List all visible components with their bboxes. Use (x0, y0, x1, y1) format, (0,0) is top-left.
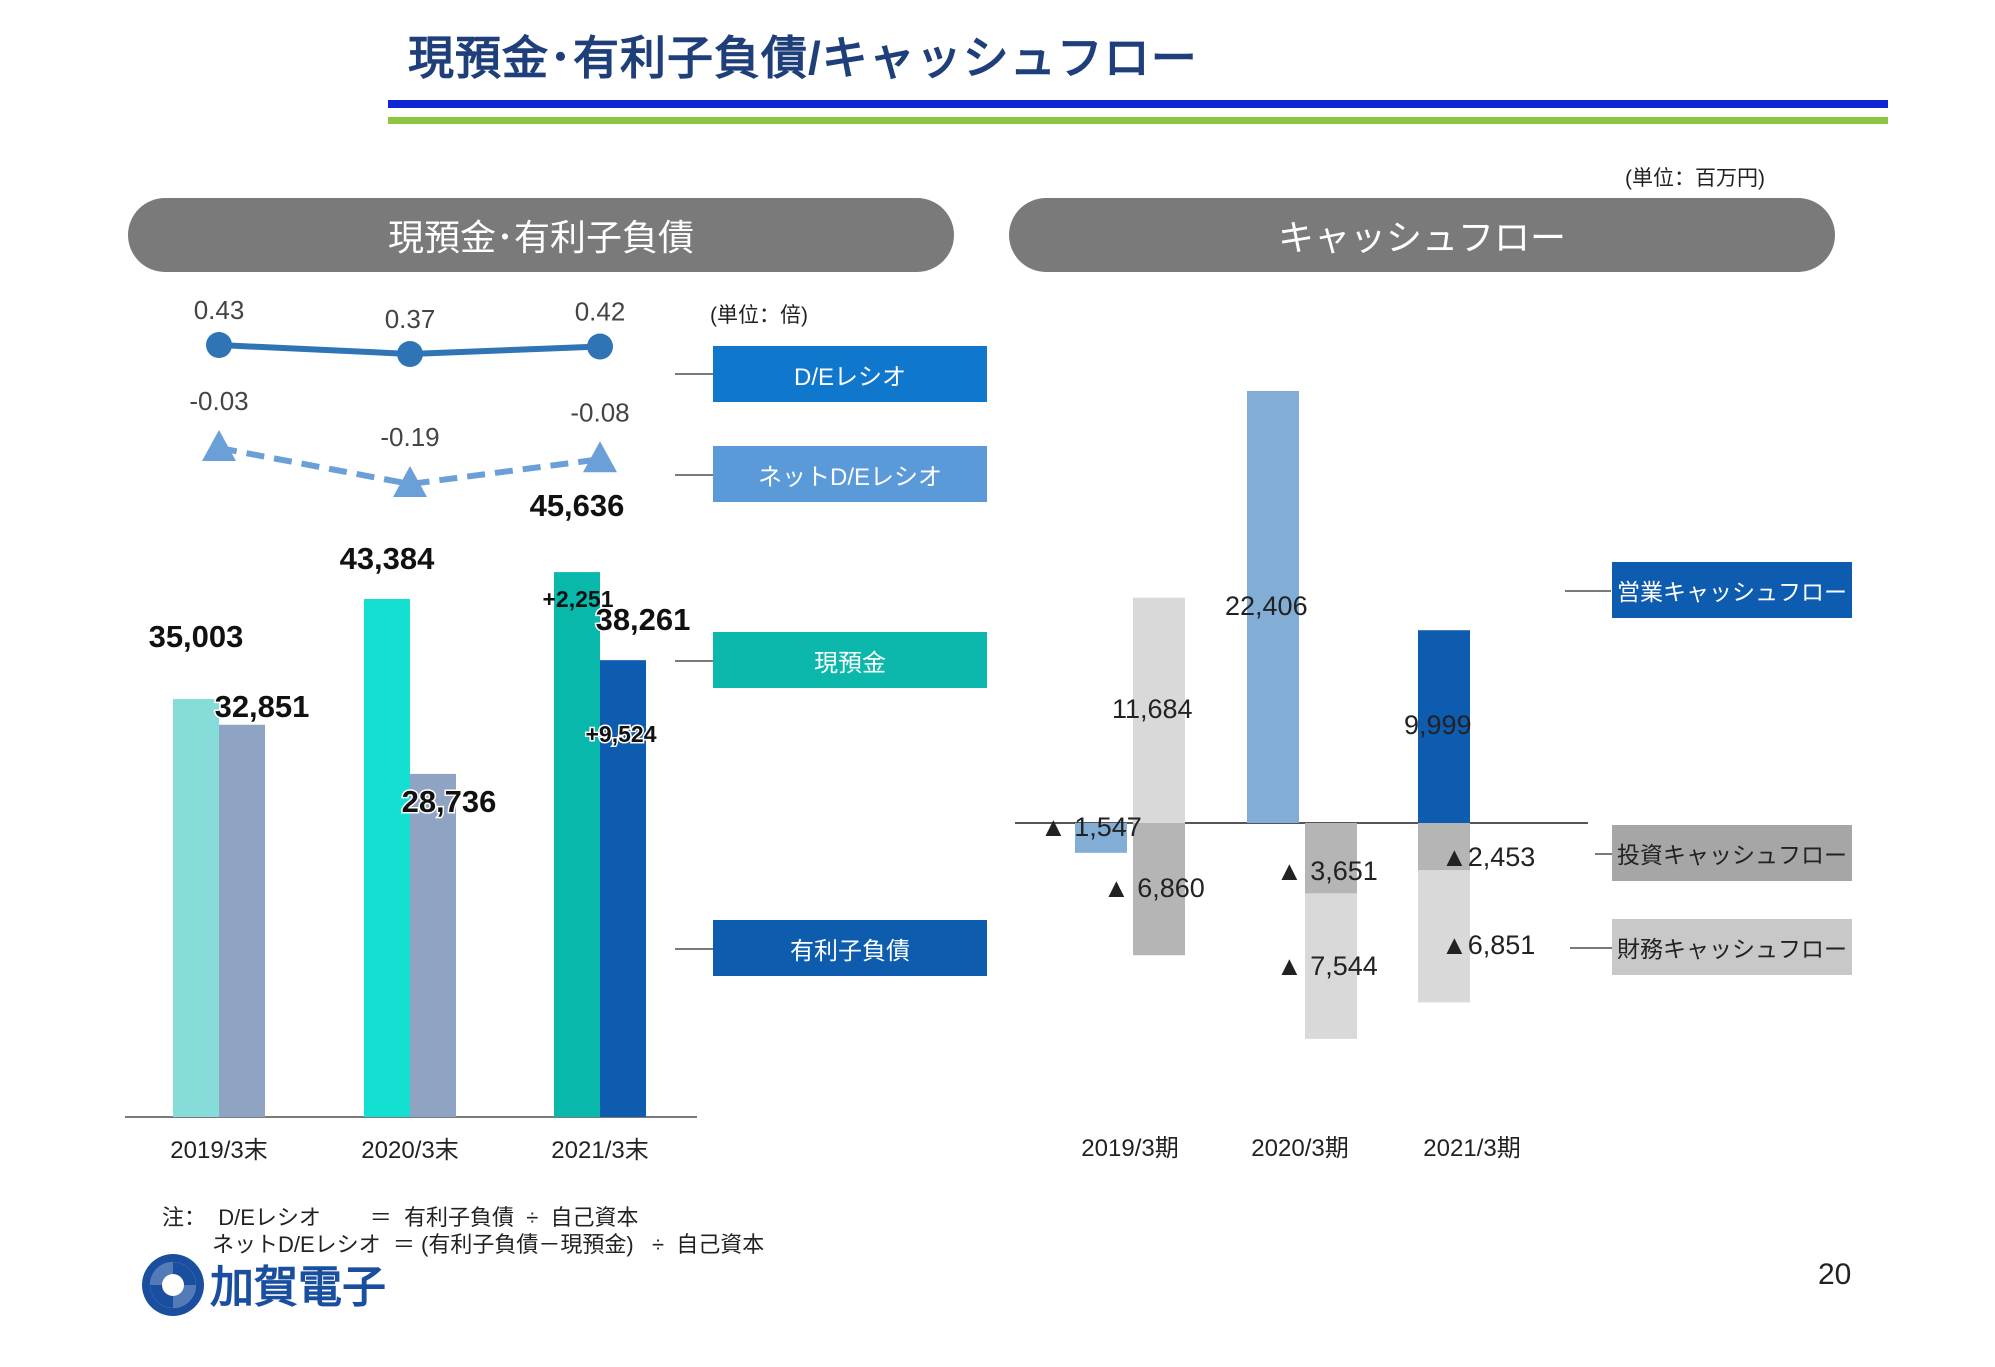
legend-financing-cf: 財務キャッシュフロー (1612, 919, 1852, 975)
net-de-ratio-point (583, 441, 617, 473)
note-line-1: 注： D/Eレシオ ＝ 有利子負債 ÷ 自己資本 (162, 1205, 639, 1230)
net-de-ratio-line (218, 445, 601, 488)
investing-cf-bar (1418, 823, 1470, 871)
net-de-ratio-label: -0.19 (380, 422, 439, 452)
investing-cf-label: ▲ 3,651 (1276, 856, 1378, 886)
financing-cf-bar (1305, 893, 1357, 1039)
investing-cf-bar (1305, 823, 1357, 894)
legend-de-ratio: D/Eレシオ (713, 346, 987, 402)
operating-cf-bar (1247, 391, 1299, 823)
x-tick-label: 2021/3末 (551, 1137, 648, 1164)
note-line-2: ネットD/Eレシオ ＝ (有利子負債－現預金) ÷ 自己資本 (212, 1232, 765, 1257)
page-title: 現預金･有利子負債/キャッシュフロー (408, 32, 1198, 84)
legend-connector (1565, 590, 1611, 592)
legend-connector (675, 474, 715, 476)
debt-value-label: 32,851 (215, 689, 310, 724)
page-number: 20 (1818, 1258, 1852, 1291)
debt-bar (410, 773, 456, 1117)
cash-value-label: 45,636 (530, 488, 625, 523)
debt-bar (219, 724, 265, 1117)
legend-cash: 現預金 (713, 632, 987, 688)
financing-cf-bar (1418, 870, 1470, 1003)
net-de-ratio-point (202, 430, 236, 461)
financing-cf-label: ▲6,851 (1441, 930, 1535, 960)
x-tick-label: 2019/3末 (170, 1137, 267, 1164)
net-de-ratio-label: -0.08 (570, 397, 629, 427)
cash-bar (554, 572, 600, 1117)
cash-value-label: 35,003 (149, 619, 244, 654)
de-ratio-point (397, 341, 423, 367)
financing-cf-label: 11,684 (1112, 694, 1193, 724)
operating-cf-label: ▲ 1,547 (1040, 812, 1142, 842)
de-ratio-label: 0.43 (194, 295, 245, 325)
cash-value-label: 43,384 (340, 541, 436, 576)
operating-cf-bar (1075, 823, 1127, 853)
operating-cf-bar (1418, 630, 1470, 823)
debt-value-label: 38,261 (596, 602, 691, 637)
net-de-ratio-label: -0.03 (189, 386, 248, 416)
de-ratio-label: 0.37 (385, 304, 436, 334)
investing-cf-bar (1133, 823, 1185, 956)
investing-cf-label: ▲ 6,860 (1103, 873, 1205, 903)
debt-bar (600, 660, 646, 1117)
ratio-unit-label: (単位：倍) (710, 304, 808, 327)
financing-cf-bar (1133, 597, 1185, 823)
x-tick-label: 2020/3期 (1251, 1135, 1348, 1162)
panel-header-cash-debt: 現預金･有利子負債 (128, 198, 954, 272)
title-rule-green (388, 117, 1888, 124)
title-rule-blue (388, 100, 1888, 108)
de-ratio-label: 0.42 (575, 297, 626, 327)
de-ratio-point (587, 333, 613, 360)
cash-bar (173, 699, 219, 1117)
legend-connector (1570, 947, 1612, 949)
panel-header-cashflow: キャッシュフロー (1009, 198, 1835, 272)
logo-text: 加賀電子 (210, 1262, 386, 1313)
legend-net-de-ratio: ネットD/Eレシオ (713, 446, 987, 502)
legend-connector (675, 373, 715, 375)
unit-label: (単位：百万円) (1625, 167, 1765, 190)
debt-change-annotation: +9,524 (586, 721, 657, 747)
legend-operating-cf: 営業キャッシュフロー (1612, 562, 1852, 618)
company-logo: 加賀電子 (142, 1254, 386, 1316)
operating-cf-label: 22,406 (1225, 591, 1308, 621)
debt-value-label: 28,736 (402, 784, 497, 819)
investing-cf-label: ▲2,453 (1441, 842, 1535, 872)
x-tick-label: 2020/3末 (361, 1137, 458, 1164)
legend-connector (675, 660, 715, 662)
net-de-ratio-point (393, 466, 427, 497)
cash-bar (364, 598, 410, 1117)
legend-connector (675, 948, 715, 950)
financing-cf-label: ▲ 7,544 (1276, 951, 1378, 981)
cash-change-annotation: +2,251 (543, 586, 614, 612)
legend-debt: 有利子負債 (713, 920, 987, 976)
legend-connector (1595, 853, 1612, 855)
x-tick-label: 2021/3期 (1423, 1135, 1520, 1162)
operating-cf-label: 9,999 (1404, 710, 1472, 740)
de-ratio-point (206, 332, 232, 358)
x-tick-label: 2019/3期 (1081, 1135, 1178, 1162)
legend-investing-cf: 投資キャッシュフロー (1612, 825, 1852, 881)
